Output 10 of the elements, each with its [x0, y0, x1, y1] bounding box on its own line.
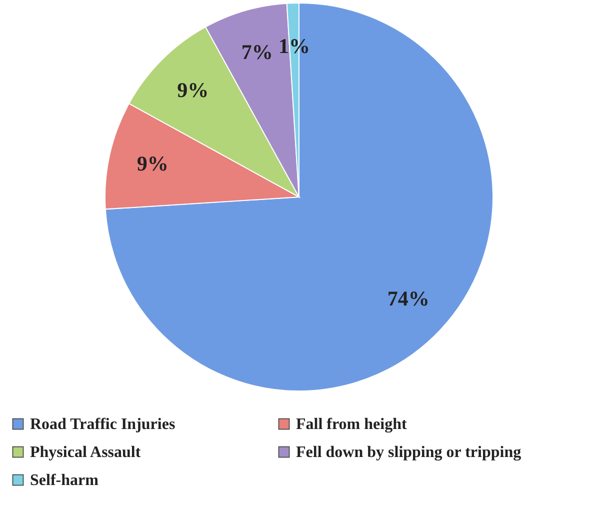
pie-slice	[104, 2, 494, 392]
data-label: 9%	[136, 151, 168, 176]
legend-label: Self-harm	[30, 472, 100, 489]
legend-label: Fall from height	[296, 416, 408, 433]
data-label: 74%	[387, 286, 430, 311]
legend-label: Road Traffic Injuries	[30, 416, 176, 433]
data-label: 7%	[241, 40, 273, 64]
data-label: 9%	[177, 78, 209, 102]
legend-label: Physical Assault	[30, 444, 142, 461]
legend-label: Fell down by slipping or tripping	[296, 444, 522, 461]
